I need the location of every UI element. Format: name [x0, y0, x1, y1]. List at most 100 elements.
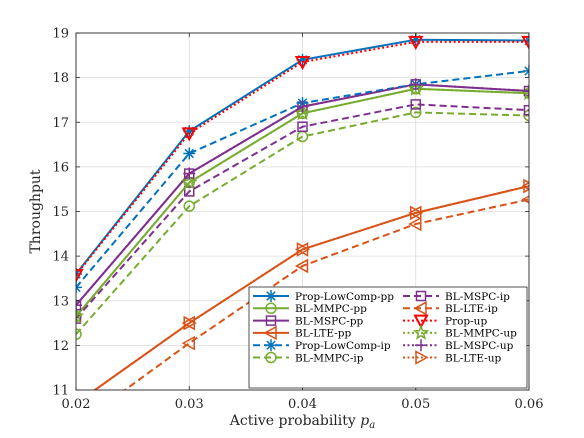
legend-label: BL-MSPC-ip	[445, 291, 510, 303]
series-line	[76, 103, 529, 320]
legend-label: BL-MSPC-pp	[295, 315, 364, 327]
legend-entry-bl-mspc-pp: BL-MSPC-pp	[253, 315, 364, 327]
y-tick-label: 14	[52, 250, 69, 265]
data-point	[521, 195, 529, 204]
series-line	[76, 40, 529, 276]
series-bl-lte-up	[93, 178, 529, 390]
data-point	[183, 315, 197, 331]
legend-entry-bl-lte-pp: BL-LTE-pp	[253, 325, 351, 341]
data-point	[76, 313, 82, 324]
legend-marker	[415, 290, 427, 302]
legend-box	[248, 286, 528, 389]
legend-entry-bl-mmpc-up: BL-MMPC-up	[403, 324, 517, 340]
legend-label: Prop-up	[445, 315, 487, 327]
legend-marker	[415, 339, 427, 352]
data-point	[410, 205, 424, 221]
y-tick-label: 15	[52, 205, 69, 220]
data-point	[181, 173, 198, 190]
legend-marker	[415, 350, 429, 365]
axis-ticks: 0.02 0.03 0.04 0.05 0.06 11 12 13 14 15 16 17 18 19	[52, 27, 543, 413]
data-point	[294, 258, 309, 274]
data-point	[183, 200, 195, 212]
legend-marker	[413, 301, 427, 316]
legend-entry-prop-lowcomp-pp: Prop-LowComp-pp	[253, 290, 394, 303]
legend-entry-prop-lowcomp-ip: Prop-LowComp-ip	[253, 339, 391, 352]
x-axis-label: Active probability pa	[229, 413, 375, 431]
legend-entry-bl-mmpc-pp: BL-MMPC-pp	[253, 302, 367, 315]
legend-marker	[265, 351, 277, 364]
data-point	[181, 335, 195, 351]
legend-entry-bl-lte-up: BL-LTE-up	[403, 350, 502, 365]
y-tick-label: 19	[52, 27, 69, 42]
data-point	[181, 127, 197, 142]
series-bl-mspc-ip	[76, 99, 529, 324]
data-point	[76, 307, 85, 324]
series-bl-mmpc-ip	[76, 106, 529, 340]
y-tick-label: 16	[52, 160, 69, 175]
x-tick-label: 0.05	[401, 397, 430, 412]
legend-label: BL-LTE-ip	[445, 303, 498, 315]
series-bl-lte-ip	[70, 195, 529, 432]
y-tick-label: 11	[52, 384, 69, 399]
data-point	[294, 56, 311, 71]
y-tick-label: 12	[52, 339, 69, 354]
data-point	[523, 104, 529, 116]
x-axis-label-symbol: p	[360, 413, 369, 429]
y-tick-label: 18	[52, 71, 69, 86]
legend-entry-bl-mmpc-ip: BL-MMPC-ip	[253, 351, 364, 364]
legend-marker	[265, 290, 277, 302]
legend-marker	[265, 339, 277, 352]
data-point	[76, 268, 84, 283]
data-point	[76, 281, 82, 294]
data-point	[409, 78, 422, 91]
y-axis-label: Throughput	[28, 169, 44, 253]
legend-marker	[413, 314, 429, 329]
data-point	[76, 328, 82, 340]
x-axis-label-subscript: a	[369, 420, 375, 431]
legend-label: Prop-LowComp-pp	[295, 291, 394, 303]
data-point	[410, 99, 421, 110]
data-point	[523, 64, 529, 77]
legend-marker	[412, 324, 430, 340]
series-line	[76, 111, 529, 335]
legend-label: BL-LTE-pp	[295, 328, 351, 340]
legend-entry-bl-mspc-ip: BL-MSPC-ip	[403, 290, 510, 303]
legend-marker	[265, 302, 277, 315]
series-line	[76, 87, 529, 318]
legend-entry-bl-lte-ip: BL-LTE-ip	[403, 301, 498, 316]
data-point	[521, 35, 529, 51]
y-tick-label: 13	[52, 294, 69, 309]
x-tick-label: 0.03	[175, 397, 204, 412]
data-point	[407, 80, 424, 96]
data-point	[297, 121, 308, 132]
data-point	[296, 242, 311, 257]
data-point	[184, 186, 195, 197]
data-point	[410, 106, 422, 119]
legend-marker	[265, 315, 277, 326]
x-tick-label: 0.04	[288, 397, 317, 412]
legend-marker	[263, 325, 277, 341]
legend-label: BL-MMPC-ip	[295, 352, 364, 364]
data-point	[523, 178, 529, 194]
legend-label: BL-LTE-up	[445, 352, 502, 364]
legend-label: Prop-LowComp-ip	[295, 340, 391, 352]
legend-entry-bl-mspc-up: BL-MSPC-up	[403, 339, 514, 352]
legend: Prop-LowComp-ppBL-MMPC-ppBL-MSPC-ppBL-LT…	[248, 286, 528, 389]
legend-label: BL-MSPC-up	[445, 340, 514, 352]
data-point	[294, 104, 311, 121]
legend-label: BL-MMPC-up	[445, 328, 517, 340]
data-point	[183, 147, 196, 160]
series-prop-up	[76, 35, 529, 283]
data-point	[76, 299, 82, 312]
series-line	[93, 185, 529, 390]
data-point	[70, 420, 81, 432]
data-point	[183, 167, 196, 180]
x-axis-label-text: Active probability	[229, 413, 356, 429]
series-bl-mspc-up	[76, 78, 529, 312]
y-tick-label: 17	[52, 116, 69, 131]
legend-entry-prop-up: Prop-up	[403, 314, 487, 329]
x-tick-label: 0.06	[515, 397, 544, 412]
data-point	[408, 216, 422, 232]
data-point	[296, 100, 309, 113]
